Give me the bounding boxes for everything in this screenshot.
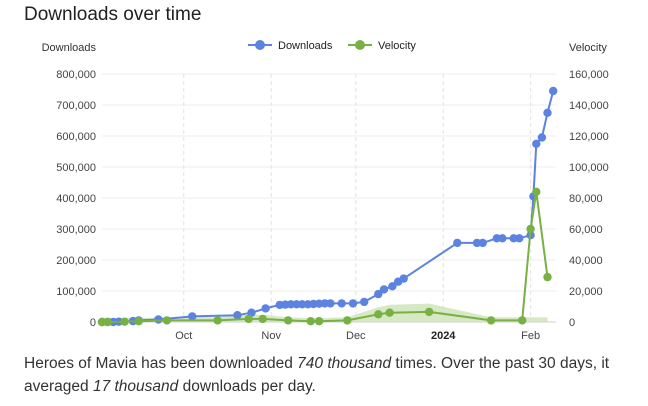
data-point-velocity xyxy=(283,316,293,325)
y-right-tick-label: 40,000 xyxy=(569,255,603,267)
data-point-downloads xyxy=(532,139,541,148)
data-point-velocity xyxy=(162,316,172,325)
data-point-downloads xyxy=(515,234,524,243)
series-line-downloads xyxy=(102,90,555,323)
data-point-downloads xyxy=(537,133,547,142)
data-point-downloads xyxy=(374,289,383,299)
y-left-tick-label: 700,000 xyxy=(56,100,96,112)
data-point-downloads xyxy=(388,282,397,291)
data-point-velocity xyxy=(385,308,394,317)
data-point-velocity xyxy=(314,317,324,326)
data-point-downloads xyxy=(549,86,558,96)
y-left-tick-label: 100,000 xyxy=(56,286,96,298)
axes: Downloads Velocity 800,000 160,000 700,000… xyxy=(42,42,609,342)
summary-part1: Heroes of Mavia has been downloaded xyxy=(24,355,298,372)
grid xyxy=(102,73,556,323)
data-point-downloads xyxy=(360,297,369,307)
x-tick-label: Oct xyxy=(175,330,192,342)
x-tick-label: 2024 xyxy=(431,330,456,342)
x-tick-label: Dec xyxy=(346,330,366,342)
data-point-downloads xyxy=(348,299,358,308)
data-point-downloads xyxy=(543,108,552,118)
data-point-velocity xyxy=(518,316,527,325)
y-right-tick-label: 0 xyxy=(569,317,575,329)
data-point-velocity xyxy=(486,316,496,325)
summary-total: 740 thousand xyxy=(297,355,392,372)
y-right-tick-label: 20,000 xyxy=(569,286,603,298)
data-point-downloads xyxy=(453,238,462,248)
y-right-tick-label: 60,000 xyxy=(569,224,603,236)
summary-average: 17 thousand xyxy=(92,378,179,395)
data-point-velocity xyxy=(526,224,535,234)
data-point-velocity xyxy=(306,317,315,326)
y-left-tick-label: 300,000 xyxy=(56,224,96,236)
y-left-tick-label: 200,000 xyxy=(56,255,96,267)
y-right-tick-label: 80,000 xyxy=(569,193,603,205)
y-right-axis-title: Velocity xyxy=(569,42,607,54)
y-right-tick-label: 160,000 xyxy=(569,69,609,81)
data-point-velocity xyxy=(532,187,541,196)
data-point-downloads xyxy=(188,312,197,321)
data-point-velocity xyxy=(103,317,112,327)
legend-label-downloads: Downloads xyxy=(278,40,333,52)
data-point-velocity xyxy=(424,307,434,317)
data-point-downloads xyxy=(337,299,346,308)
data-point-velocity xyxy=(213,316,222,325)
data-point-velocity xyxy=(258,314,267,324)
velocity-band xyxy=(102,303,548,322)
y-right-tick-label: 100,000 xyxy=(569,162,609,174)
downloads-chart: Downloads Velocity 800,000 160,000 700,000… xyxy=(0,32,648,350)
page-title: Downloads over time xyxy=(24,4,202,25)
plot-area xyxy=(97,86,558,327)
data-point-velocity xyxy=(343,316,352,325)
y-left-tick-label: 500,000 xyxy=(56,162,96,174)
legend[interactable]: Downloads Velocity xyxy=(248,40,416,52)
data-point-downloads xyxy=(261,304,270,313)
data-point-downloads xyxy=(326,299,335,308)
data-point-downloads xyxy=(399,274,408,283)
data-point-downloads xyxy=(379,285,389,294)
data-point-velocity xyxy=(120,317,129,326)
legend-label-velocity: Velocity xyxy=(378,40,416,52)
summary-part2: times. Over the past 30 days, it average… xyxy=(24,355,610,395)
y-left-tick-label: 400,000 xyxy=(56,193,96,205)
legend-item-velocity[interactable]: Velocity xyxy=(348,40,416,52)
velocity-band-area xyxy=(102,303,548,322)
y-left-tick-label: 0 xyxy=(90,317,96,329)
data-point-downloads xyxy=(233,311,242,320)
y-left-tick-label: 800,000 xyxy=(56,69,96,81)
y-left-axis-title: Downloads xyxy=(42,42,97,54)
y-right-tick-label: 140,000 xyxy=(569,100,609,112)
data-point-downloads xyxy=(154,315,163,324)
summary-text: Heroes of Mavia has been downloaded 740 … xyxy=(24,352,634,398)
y-right-tick-label: 120,000 xyxy=(569,131,609,143)
y-left-tick-label: 600,000 xyxy=(56,131,96,143)
x-tick-label: Feb xyxy=(521,330,540,342)
data-point-velocity xyxy=(543,272,552,282)
data-point-velocity xyxy=(244,314,253,324)
data-point-downloads xyxy=(498,234,507,243)
data-point-velocity xyxy=(374,310,383,319)
legend-item-downloads[interactable]: Downloads xyxy=(248,40,333,52)
data-point-velocity xyxy=(134,317,143,326)
summary-part3: downloads per day. xyxy=(178,378,316,395)
chart-svg: Downloads Velocity 800,000 160,000 700,000… xyxy=(42,40,609,342)
x-tick-label: Nov xyxy=(261,330,281,342)
data-point-downloads xyxy=(478,238,487,248)
